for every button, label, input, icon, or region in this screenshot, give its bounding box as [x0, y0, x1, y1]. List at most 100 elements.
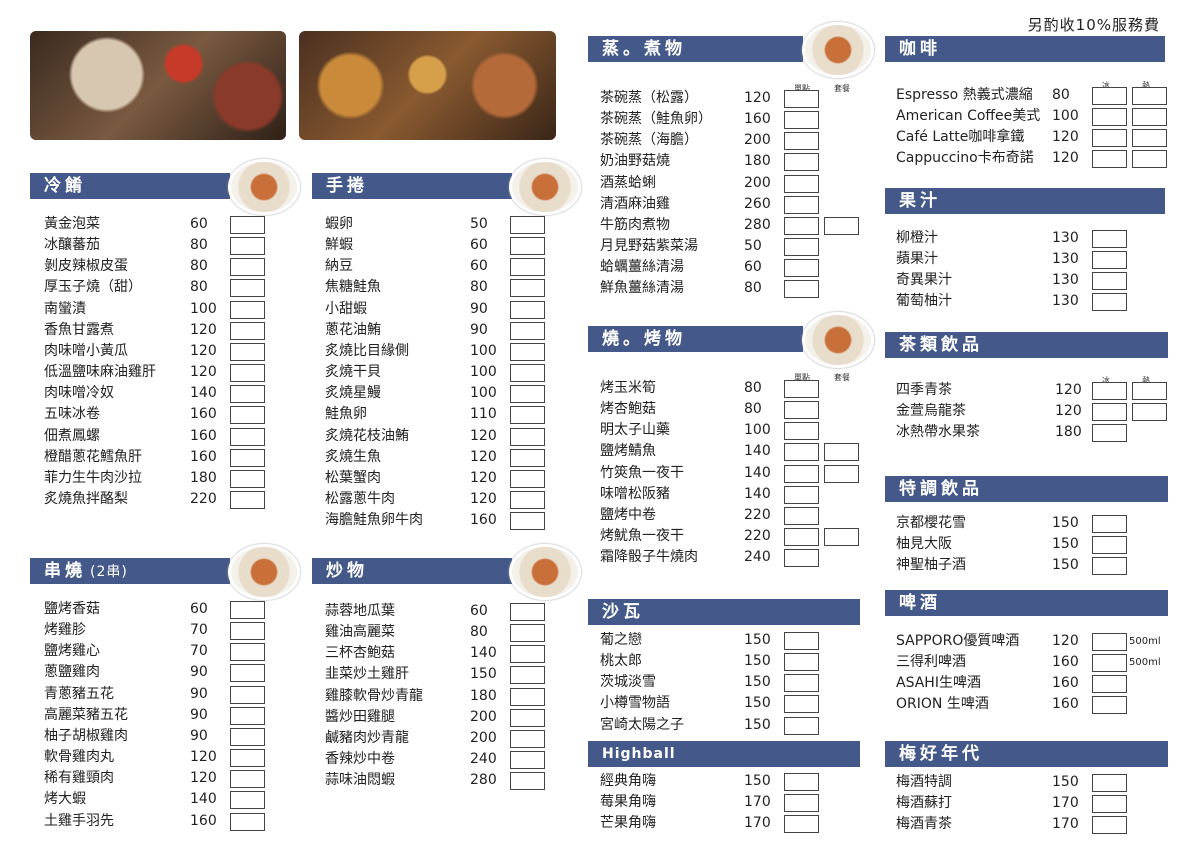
order-box — [230, 685, 265, 704]
order-box — [1092, 129, 1127, 148]
item-name: 小甜蝦 — [325, 300, 367, 317]
item-name: 牛筋肉煮物 — [600, 216, 670, 233]
order-box — [784, 280, 819, 299]
order-box — [784, 111, 819, 130]
item-name: 月見野菇紫菜湯 — [600, 238, 698, 255]
order-box — [230, 279, 265, 298]
column-label: 單點 — [794, 373, 810, 382]
item-name: 鹽烤中卷 — [600, 506, 656, 523]
dish-photo — [802, 312, 874, 368]
item-price: 150 — [744, 695, 771, 712]
item-price: 120 — [190, 364, 217, 381]
item-name: 柳橙汁 — [896, 230, 938, 246]
order-box — [1092, 557, 1127, 576]
item-name: 蔥花油鮪 — [325, 321, 381, 338]
item-price: 80 — [744, 380, 762, 396]
order-box — [230, 321, 265, 340]
item-name: ORION 生啤酒 — [896, 696, 989, 713]
item-price: 170 — [744, 815, 771, 832]
item-price: 100 — [470, 385, 497, 402]
item-price: 120 — [1055, 403, 1082, 420]
item-price: 80 — [744, 401, 762, 418]
item-price: 240 — [470, 751, 497, 768]
order-box — [784, 195, 819, 214]
order-box — [230, 643, 265, 662]
order-box — [1132, 403, 1167, 422]
item-price: 120 — [1052, 129, 1079, 146]
item-price: 120 — [1052, 150, 1079, 167]
item-name: 高麗菜豬五花 — [44, 706, 128, 723]
item-price: 120 — [190, 342, 217, 359]
item-price: 90 — [190, 664, 208, 681]
item-name: ASAHI生啤酒 — [896, 675, 981, 692]
order-box — [510, 469, 545, 488]
order-box — [230, 490, 265, 509]
item-name: 雞膝軟骨炒青龍 — [325, 687, 423, 704]
item-note: 500ml — [1129, 657, 1161, 669]
item-name: 鮮魚薑絲清湯 — [600, 280, 684, 297]
item-name: 鹹豬肉炒青龍 — [325, 729, 409, 746]
order-box — [230, 770, 265, 789]
item-price: 160 — [1052, 696, 1079, 713]
order-box — [784, 238, 819, 257]
food-photo — [299, 31, 556, 140]
item-price: 180 — [1055, 424, 1082, 441]
section-header: 炒物 — [312, 558, 512, 584]
order-box — [230, 749, 265, 768]
item-name: 冰熱帶水果茶 — [896, 424, 980, 441]
item-name: 香魚甘露煮 — [44, 321, 114, 338]
order-box — [230, 812, 265, 831]
item-price: 120 — [190, 321, 217, 338]
item-name: 肉味噌小黃瓜 — [44, 342, 128, 359]
item-name: Espresso 熱義式濃縮 — [896, 87, 1033, 103]
order-box — [510, 237, 545, 256]
item-price: 120 — [470, 469, 497, 486]
item-name: 經典角嗨 — [600, 773, 656, 789]
item-price: 80 — [190, 279, 208, 296]
item-price: 140 — [470, 645, 497, 662]
item-name: 低溫鹽味麻油雞肝 — [44, 364, 156, 381]
order-box — [510, 772, 545, 791]
order-box — [1092, 816, 1127, 835]
item-name: 炙燒干貝 — [325, 364, 381, 381]
item-price: 60 — [470, 603, 488, 619]
order-box — [824, 528, 859, 547]
order-box — [784, 632, 819, 650]
order-box — [510, 385, 545, 404]
order-box — [1132, 150, 1167, 169]
item-name: 奇異果汁 — [896, 272, 952, 289]
section-header: 燒。烤物 — [588, 326, 803, 352]
item-price: 200 — [744, 174, 771, 191]
item-price: 140 — [190, 791, 217, 808]
item-price: 220 — [744, 528, 771, 545]
order-box — [1132, 108, 1167, 127]
item-price: 260 — [744, 195, 771, 212]
order-box — [230, 469, 265, 488]
order-box — [1092, 654, 1127, 673]
section-header: 梅好年代 — [885, 741, 1168, 767]
order-box — [784, 174, 819, 193]
item-price: 200 — [470, 708, 497, 725]
section-header: 冷餚 — [30, 173, 230, 199]
item-name: American Coffee美式 — [896, 108, 1041, 125]
item-price: 150 — [1052, 536, 1079, 553]
item-price: 220 — [190, 490, 217, 507]
item-name: 韭菜炒土雞肝 — [325, 666, 409, 683]
order-box — [230, 258, 265, 277]
item-name: 神聖柚子酒 — [896, 557, 966, 574]
item-name: Cappuccino卡布奇諾 — [896, 150, 1034, 167]
item-name: 酒蒸蛤蜊 — [600, 174, 656, 191]
item-price: 100 — [1052, 108, 1079, 125]
item-name: 味噌松阪豬 — [600, 485, 670, 502]
order-box — [510, 666, 545, 685]
order-box — [824, 443, 859, 462]
item-name: 蒜味油悶蝦 — [325, 772, 395, 789]
item-price: 80 — [190, 258, 208, 275]
item-name: 佃煮鳳螺 — [44, 427, 100, 444]
order-box — [510, 687, 545, 706]
item-name: 鮮蝦 — [325, 237, 353, 254]
item-name: 烤玉米筍 — [600, 380, 656, 396]
item-price: 150 — [744, 632, 771, 648]
item-price: 130 — [1052, 251, 1079, 268]
item-name: 南蠻漬 — [44, 300, 86, 317]
